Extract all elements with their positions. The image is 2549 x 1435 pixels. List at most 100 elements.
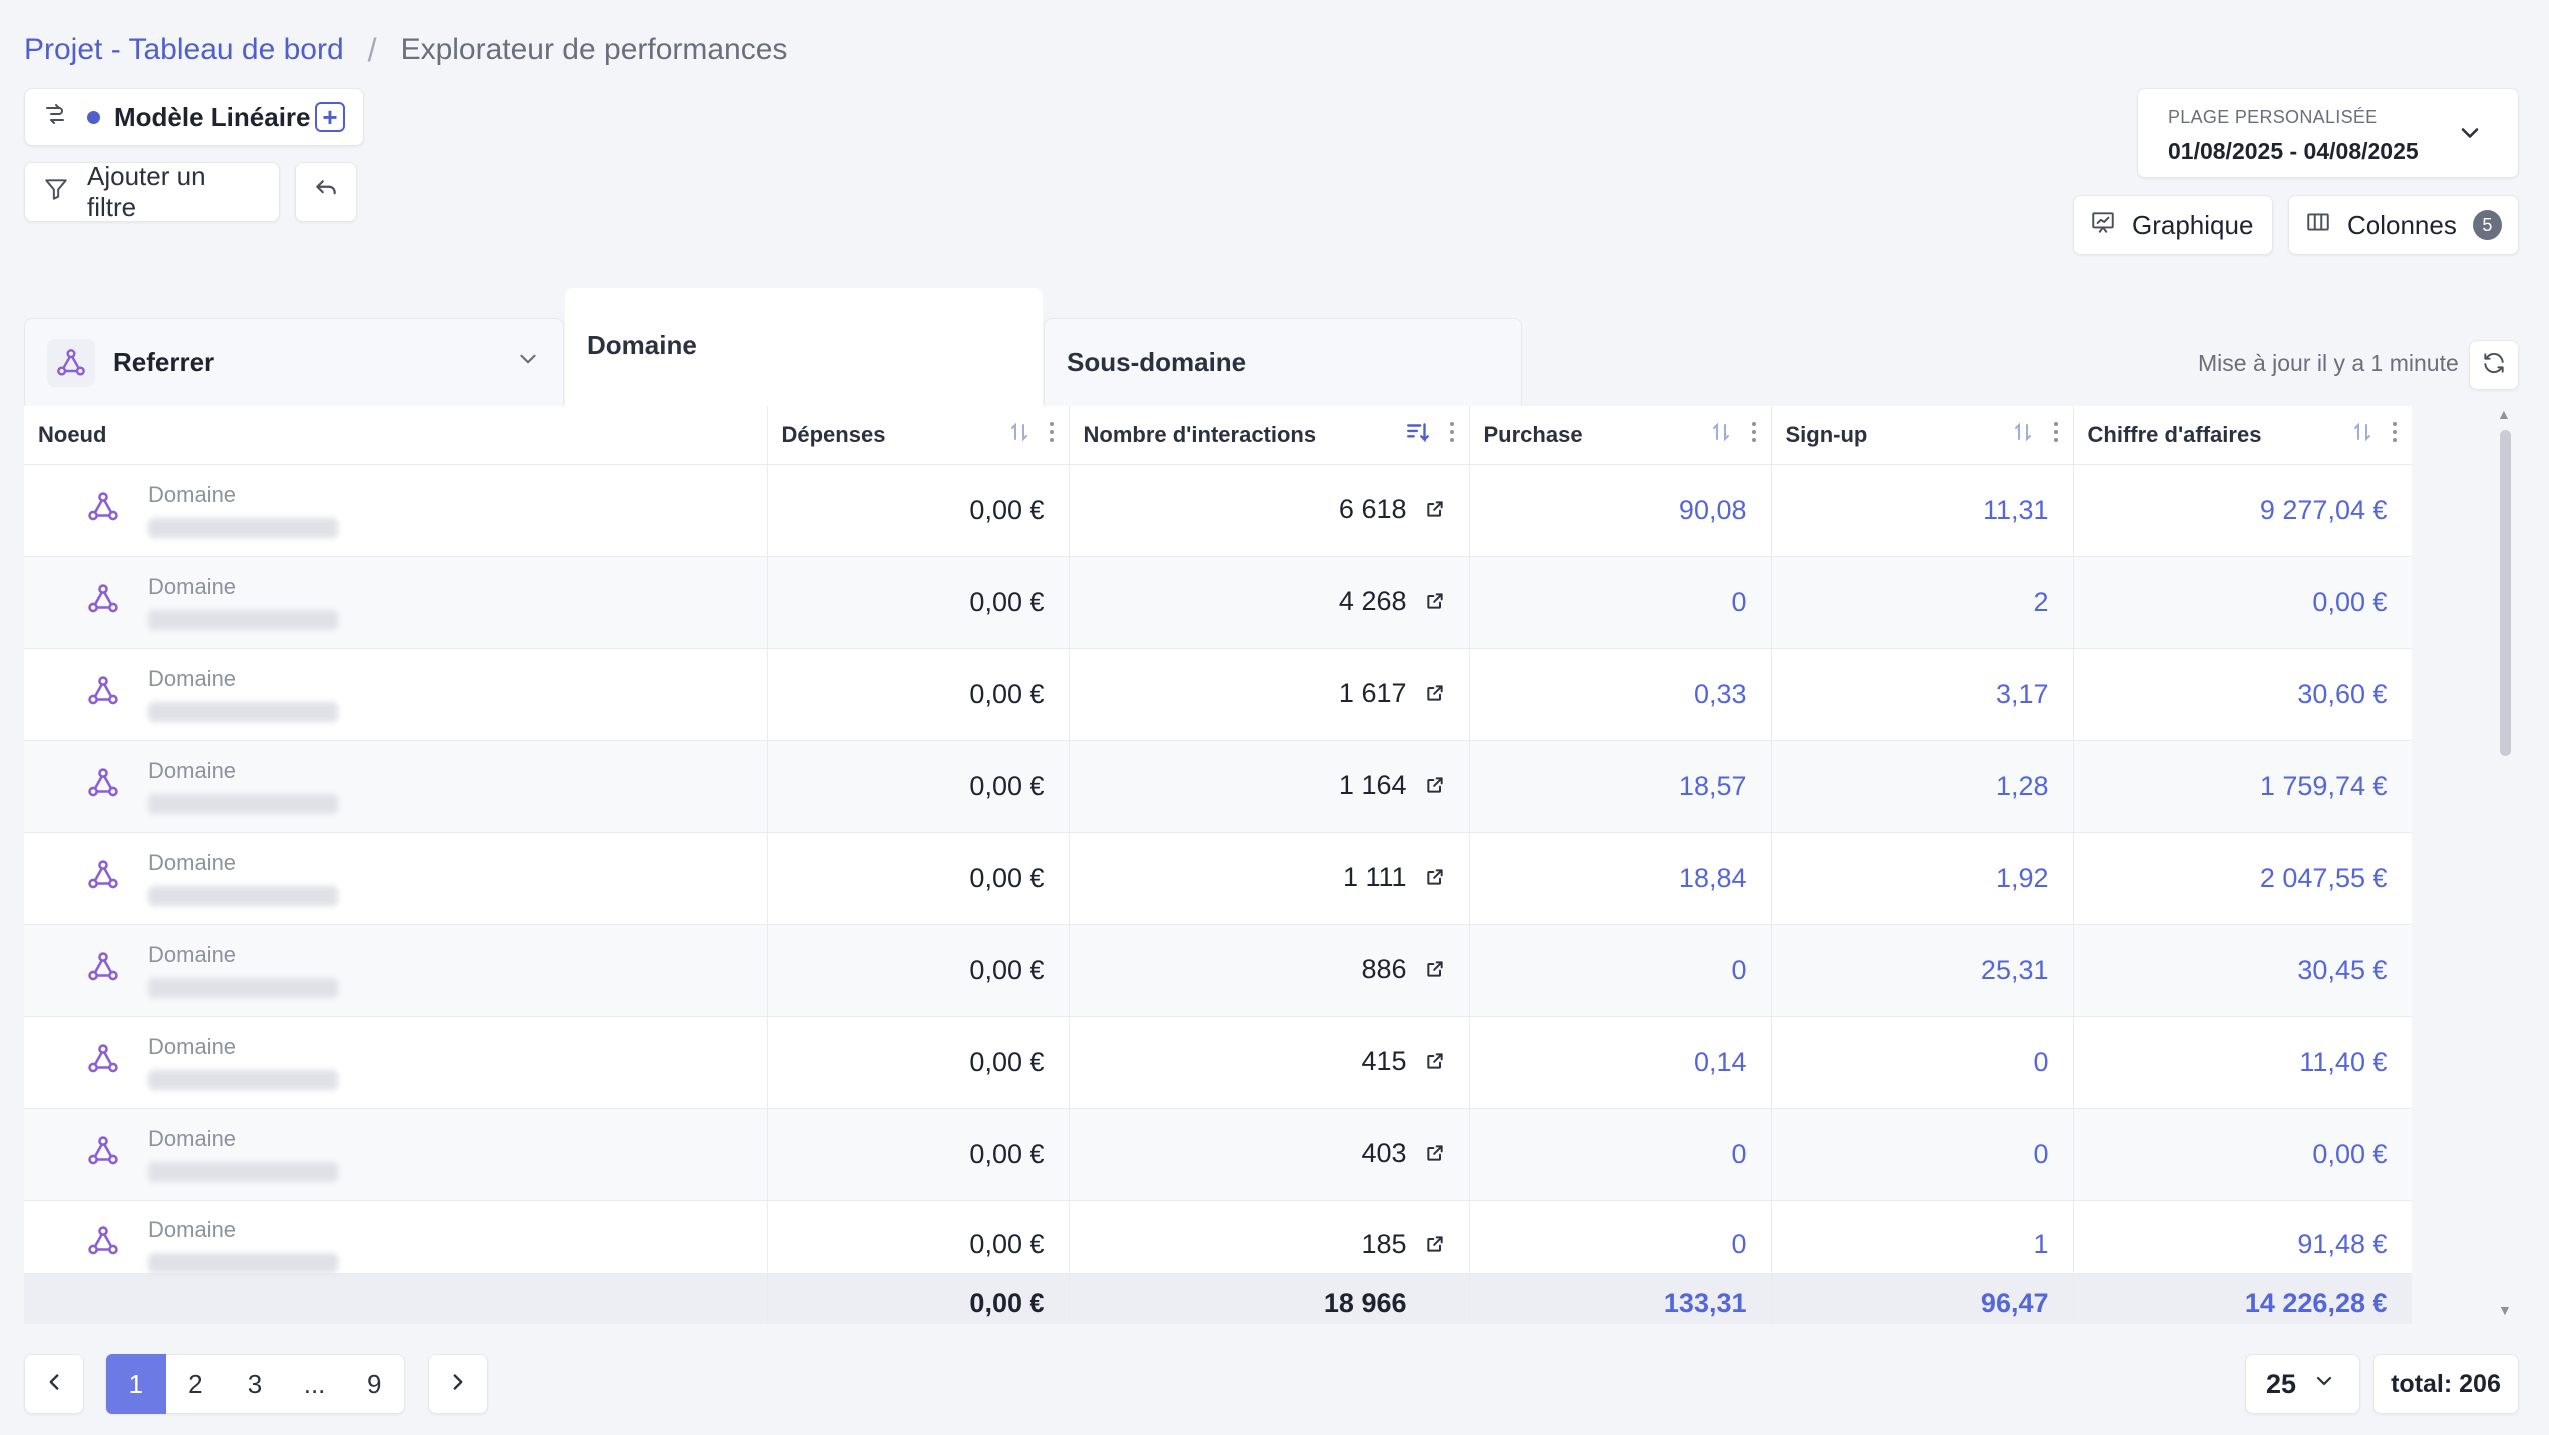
node-type: Domaine (148, 666, 237, 691)
sort-icon[interactable] (2350, 420, 2374, 450)
scroll-down-arrow-icon[interactable]: ▼ (2498, 1302, 2512, 1318)
node-cell[interactable]: Domaine (24, 1016, 768, 1109)
page-button-2[interactable]: 2 (188, 1368, 203, 1399)
add-filter-button[interactable]: Ajouter un filtre (24, 161, 280, 222)
node-cell[interactable]: Domaine (24, 556, 768, 649)
column-header-node[interactable]: Noeud (24, 406, 768, 465)
more-vertical-icon[interactable] (2392, 421, 2398, 449)
next-page-button[interactable] (428, 1354, 488, 1414)
network-icon (86, 1042, 120, 1083)
page-button-3[interactable]: 3 (247, 1368, 263, 1399)
column-header-label: Nombre d'interactions (1083, 421, 1317, 447)
revenue-cell: 1 759,74 € (2073, 740, 2412, 833)
total-revenue: 14 226,28 € (2073, 1273, 2412, 1324)
purchase-cell: 0,33 (1469, 648, 1772, 741)
column-header-signup[interactable]: Sign-up (1771, 406, 2074, 465)
network-icon (86, 1134, 120, 1175)
table-row[interactable]: Domaine 0,00 € 1 111 18,84 1,92 2 047,55 € (24, 832, 2412, 925)
dimension-selector[interactable]: Referrer (24, 318, 564, 406)
external-link-icon[interactable] (1425, 1047, 1445, 1078)
column-header-interactions[interactable]: Nombre d'interactions (1069, 406, 1470, 465)
column-header-revenue[interactable]: Chiffre d'affaires (2073, 406, 2412, 465)
more-vertical-icon[interactable] (1049, 421, 1055, 449)
table-row[interactable]: Domaine 0,00 €403 0 0 0,00 € (24, 1108, 2412, 1201)
node-type: Domaine (148, 850, 237, 875)
table-row[interactable]: Domaine 0,00 € 6 618 90,08 11,31 9 277,04 € (24, 464, 2412, 557)
table-row[interactable]: Domaine 0,00 € 1 617 0,33 3,17 30,60 € (24, 648, 2412, 741)
node-type: Domaine (148, 482, 237, 507)
tab-subdomain[interactable]: Sous-domaine (1044, 318, 1522, 406)
node-cell[interactable]: Domaine (24, 924, 768, 1017)
external-link-icon[interactable] (1425, 771, 1445, 802)
node-cell[interactable]: Domaine (24, 1108, 768, 1201)
columns-label: Colonnes (2347, 209, 2457, 240)
table-row[interactable]: Domaine 0,00 € 1 164 18,57 1,28 1 759,74 € (24, 740, 2412, 833)
table-row[interactable]: Domaine 0,00 € 185 0 1 91,48 € (24, 1200, 2412, 1274)
interactions-value: 1 111 (1342, 861, 1407, 892)
scroll-up-arrow-icon[interactable]: ▲ (2497, 406, 2511, 422)
node-type: Domaine (148, 1034, 237, 1059)
chevron-left-icon (41, 1369, 67, 1400)
interactions-value: 185 (1361, 1228, 1407, 1259)
page-button-last[interactable]: 9 (366, 1368, 382, 1399)
more-vertical-icon[interactable] (1751, 421, 1757, 449)
network-icon (86, 1224, 120, 1265)
table-row[interactable]: Domaine 0,00 € 886 0 25,31 30,45 € (24, 924, 2412, 1017)
attribution-model-selector[interactable]: Modèle Linéaire + (24, 88, 364, 146)
rows-per-page-select[interactable]: 25 (2245, 1354, 2360, 1414)
refresh-button[interactable] (2469, 340, 2519, 390)
column-header-label: Purchase (1483, 421, 1583, 447)
external-link-icon[interactable] (1425, 955, 1445, 986)
columns-button[interactable]: Colonnes 5 (2288, 195, 2519, 255)
interactions-cell: 415 (1069, 1016, 1470, 1109)
table-row[interactable]: Domaine 0,00 €4 268 0 2 0,00 € (24, 556, 2412, 649)
network-icon (86, 490, 120, 531)
add-model-button[interactable]: + (315, 102, 345, 132)
graph-button[interactable]: Graphique (2073, 195, 2273, 255)
more-vertical-icon[interactable] (1449, 421, 1455, 449)
spend-cell: 0,00 € (767, 1200, 1070, 1274)
external-link-icon[interactable] (1425, 495, 1445, 526)
sort-descending-icon[interactable] (1405, 419, 1431, 451)
external-link-icon[interactable] (1425, 587, 1445, 618)
external-link-icon[interactable] (1425, 679, 1445, 710)
page-title: Explorateur de performances (400, 33, 788, 66)
column-header-label: Noeud (38, 421, 107, 447)
date-range-label: PLAGE PERSONALISÉE (2168, 107, 2378, 127)
breadcrumb-project-link[interactable]: Projet - Tableau de bord (24, 33, 344, 66)
column-header-label: Sign-up (1785, 421, 1868, 447)
external-link-icon[interactable] (1425, 863, 1445, 894)
totals-row: 0,00 € 18 966 133,31 96,47 14 226,28 € (24, 1273, 2412, 1324)
tab-domain[interactable]: Domaine (565, 288, 1043, 406)
date-range-value: 01/08/2025 - 04/08/2025 (2168, 138, 2419, 164)
redacted-node-name (148, 518, 338, 538)
revenue-cell: 9 277,04 € (2073, 464, 2412, 557)
interactions-value: 1 617 (1338, 677, 1407, 708)
date-range-picker[interactable]: PLAGE PERSONALISÉE 01/08/2025 - 04/08/20… (2137, 88, 2519, 178)
column-header-spend[interactable]: Dépenses (767, 406, 1070, 465)
more-vertical-icon[interactable] (2053, 421, 2059, 449)
page-button-1[interactable]: 1 (106, 1354, 166, 1414)
node-cell[interactable]: Domaine (24, 648, 768, 741)
undo-button[interactable] (295, 162, 357, 222)
sort-icon[interactable] (1007, 420, 1031, 450)
redacted-node-name (148, 702, 338, 722)
sort-icon[interactable] (2011, 420, 2035, 450)
table-row[interactable]: Domaine 0,00 € 415 0,14 0 11,40 € (24, 1016, 2412, 1109)
node-cell[interactable]: Domaine (24, 464, 768, 557)
total-signup: 96,47 (1771, 1273, 2074, 1324)
spend-cell: 0,00 € (767, 648, 1070, 741)
node-cell[interactable]: Domaine (24, 1200, 768, 1274)
external-link-icon[interactable] (1425, 1139, 1445, 1170)
sort-icon[interactable] (1709, 420, 1733, 450)
signup-cell: 0 (1771, 1108, 2074, 1201)
purchase-cell: 0 (1469, 1200, 1772, 1274)
external-link-icon[interactable] (1425, 1230, 1445, 1261)
node-cell[interactable]: Domaine (24, 832, 768, 925)
previous-page-button[interactable] (24, 1354, 84, 1414)
revenue-cell: 30,45 € (2073, 924, 2412, 1017)
node-cell[interactable]: Domaine (24, 740, 768, 833)
signup-cell: 0 (1771, 1016, 2074, 1109)
column-header-purchase[interactable]: Purchase (1469, 406, 1772, 465)
scrollbar-thumb[interactable] (2500, 430, 2511, 756)
